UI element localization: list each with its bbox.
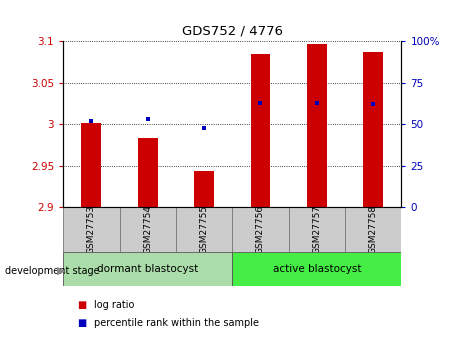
Bar	[364, 52, 383, 207]
Bar	[289, 207, 345, 252]
Text: development stage: development stage	[5, 266, 99, 276]
Text: GSM27755: GSM27755	[200, 205, 208, 254]
Text: ▶: ▶	[57, 266, 66, 276]
Bar	[251, 54, 270, 207]
Text: ■: ■	[77, 300, 86, 310]
Bar	[232, 252, 401, 286]
Bar	[194, 171, 214, 207]
Bar	[120, 207, 176, 252]
Text: GSM27753: GSM27753	[87, 205, 96, 254]
Bar	[63, 252, 232, 286]
Bar	[82, 122, 101, 207]
Bar	[345, 207, 401, 252]
Text: GSM27756: GSM27756	[256, 205, 265, 254]
Bar	[176, 207, 232, 252]
Text: active blastocyst: active blastocyst	[272, 264, 361, 274]
Text: log ratio: log ratio	[94, 300, 134, 310]
Bar	[63, 207, 120, 252]
Text: dormant blastocyst: dormant blastocyst	[97, 264, 198, 274]
Bar	[138, 138, 157, 207]
Title: GDS752 / 4776: GDS752 / 4776	[182, 24, 283, 38]
Text: percentile rank within the sample: percentile rank within the sample	[94, 318, 259, 327]
Text: GSM27758: GSM27758	[369, 205, 377, 254]
Bar	[307, 44, 327, 207]
Bar	[232, 207, 289, 252]
Text: ■: ■	[77, 318, 86, 327]
Text: GSM27757: GSM27757	[313, 205, 321, 254]
Text: GSM27754: GSM27754	[143, 205, 152, 254]
